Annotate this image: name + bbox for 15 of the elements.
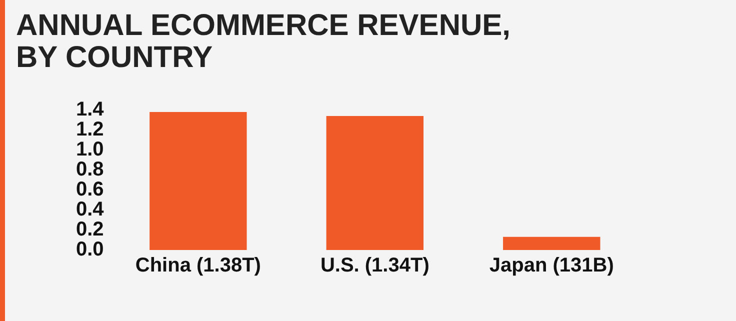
y-tick-label: 1.0 [76,138,104,161]
y-tick-label: 0.4 [76,198,105,221]
y-tick-label: 1.2 [76,118,104,141]
bar [326,116,424,250]
y-tick-label: 0.8 [76,158,104,181]
x-tick-label: Japan (131B) [489,254,614,277]
bar [503,236,600,250]
x-tick-label: China (1.38T) [135,254,261,277]
y-tick-label: 0.0 [76,238,104,261]
chart-title: ANNUAL ECOMMERCE REVENUE, BY COUNTRY [16,9,512,74]
x-tick-label: U.S. (1.34T) [320,254,430,277]
y-tick-label: 0.2 [76,218,104,241]
bar [150,112,247,250]
y-tick-label: 1.4 [76,98,105,121]
y-tick-label: 0.6 [76,178,104,201]
